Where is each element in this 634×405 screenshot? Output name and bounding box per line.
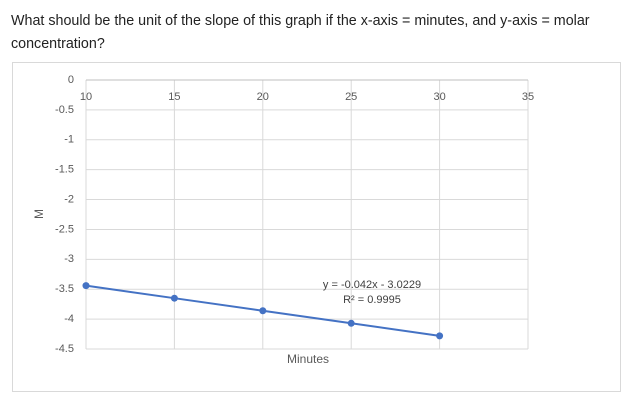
y-tick-label: -1	[64, 134, 74, 146]
y-tick-label: -4	[64, 313, 74, 325]
data-point	[347, 319, 355, 327]
y-tick-label: -1.5	[55, 164, 74, 176]
y-tick-label: -3	[64, 253, 74, 265]
trendline-label: R² = 0.9995	[343, 294, 401, 306]
y-tick-label: -2	[64, 193, 74, 205]
y-tick-label: -0.5	[55, 104, 74, 116]
x-tick-label: 35	[522, 91, 534, 103]
data-point	[436, 332, 444, 340]
trendline-label: y = -0.042x - 3.0229	[323, 279, 421, 291]
y-tick-label: 0	[68, 74, 74, 86]
chart-frame	[12, 62, 621, 392]
x-tick-label: 25	[345, 91, 357, 103]
y-tick-label: -4.5	[55, 343, 74, 355]
data-point	[170, 294, 178, 302]
y-axis-label: M	[32, 209, 46, 219]
data-point	[82, 282, 90, 290]
x-tick-label: 10	[80, 91, 92, 103]
x-tick-label: 20	[257, 91, 269, 103]
y-tick-label: -2.5	[55, 223, 74, 235]
x-tick-label: 15	[168, 91, 180, 103]
y-tick-label: -3.5	[55, 283, 74, 295]
question: What should be the unit of the slope of …	[11, 13, 590, 52]
x-tick-label: 30	[433, 91, 445, 103]
data-point	[259, 307, 267, 315]
x-axis-label: Minutes	[287, 352, 329, 366]
